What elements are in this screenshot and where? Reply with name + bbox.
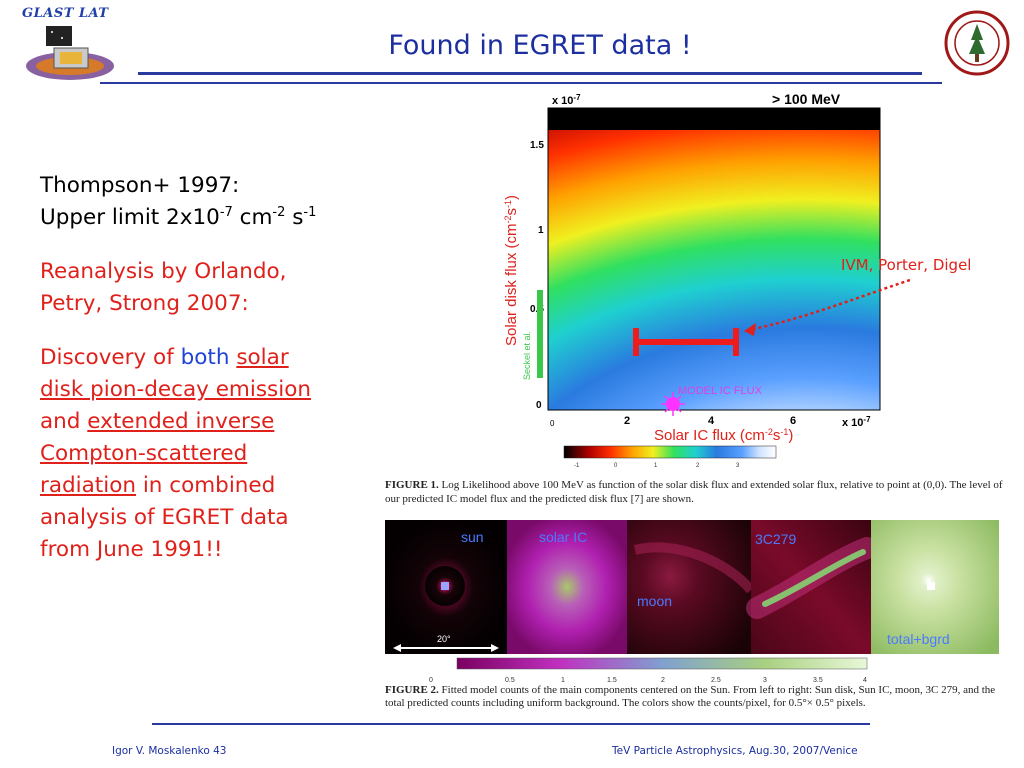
glast-satellite-icon (26, 26, 114, 80)
ivm-arrowhead (744, 323, 756, 336)
reanalysis-line-1: Reanalysis by Orlando, (40, 259, 287, 284)
figure-2-caption: FIGURE 2. Fitted model counts of the mai… (385, 684, 996, 709)
x-tick-label: 4 (708, 415, 715, 427)
colorbar-2-tick: 0.5 (505, 677, 515, 684)
ivm-range-bar (633, 328, 739, 356)
colorbar-tick: 0 (614, 463, 618, 469)
header-rule-2 (100, 82, 942, 84)
model-ic-sun-icon (661, 392, 685, 416)
discovery-line-2: disk pion-decay emission (40, 377, 311, 402)
colorbar-2-tick: 4 (863, 677, 867, 684)
colorbar-2-tick: 2 (661, 677, 665, 684)
colorbar-2-tick: 1.5 (607, 677, 617, 684)
footer-rule (152, 723, 870, 725)
logo-text: GLAST LAT (22, 6, 109, 21)
figure-1: x 10-7 > 100 MeV 1.5 1 0.5 0 2 4 6 0 x 1… (490, 90, 911, 470)
y-axis-label: Solar disk flux (cm-2s-1) (503, 195, 520, 346)
likelihood-map: x 10-7 > 100 MeV 1.5 1 0.5 0 2 4 6 0 x 1… (503, 91, 911, 469)
x-tick-label: 6 (790, 415, 796, 427)
colorbar-2-ticks: 0 0.5 1 1.5 2 2.5 3 3.5 4 (429, 677, 867, 684)
colorbar-2-tick: 0 (429, 677, 433, 684)
discovery-line-6: analysis of EGRET data (40, 505, 289, 530)
ivm-label: IVM, Porter, Digel (841, 256, 972, 274)
colorbar-2 (456, 657, 868, 670)
ivm-arrow (747, 278, 911, 332)
panel-moon: moon (627, 520, 755, 654)
panel-label-solar-ic: solar IC (539, 529, 587, 545)
figure-2: sun 20° solar IC moon 3C279 total (385, 520, 999, 686)
panel-label-sun: sun (461, 529, 484, 545)
y-tick-label: 1.5 (530, 140, 544, 151)
glast-lat-logo: GLAST LAT (18, 4, 128, 90)
panel-label-total: total+bgrd (887, 631, 950, 647)
x-tick-label: 0 (550, 419, 555, 428)
discovery-line-4: Compton-scattered (40, 441, 248, 466)
colorbar-ticks: -1 0 1 2 3 (574, 463, 740, 469)
upper-limit-line: Upper limit 2x10-7 cm-2 s-1 (40, 205, 317, 230)
model-ic-label: MODEL IC FLUX (678, 385, 763, 397)
stanford-seal (944, 10, 1010, 76)
colorbar-tick: 2 (696, 463, 700, 469)
colorbar-2-tick: 3.5 (813, 677, 823, 684)
colorbar (563, 445, 777, 459)
colorbar-tick: -1 (574, 463, 580, 469)
y-tick-label: 1 (538, 225, 544, 236)
panel-label-moon: moon (637, 593, 672, 609)
panel-label-3c279: 3C279 (755, 531, 796, 547)
discovery-line-7: from June 1991!! (40, 537, 223, 562)
model-count-panels: sun 20° solar IC moon 3C279 total (385, 520, 999, 684)
page-title: Found in EGRET data ! (388, 30, 692, 61)
discovery-line-3: and extended inverse (40, 409, 275, 434)
reanalysis-line-2: Petry, Strong 2007: (40, 291, 249, 316)
footer-author: Igor V. Moskalenko 43 (112, 745, 227, 757)
footer-conference: TeV Particle Astrophysics, Aug.30, 2007/… (612, 745, 858, 757)
seckel-label: Seckel et al. (522, 331, 532, 380)
panel-sun: sun 20° (385, 520, 507, 654)
x-tick-label: 2 (624, 415, 630, 427)
panel-solar-ic: solar IC (507, 520, 627, 654)
colorbar-2-tick: 1 (561, 677, 565, 684)
x-ticks: 2 4 6 0 (550, 415, 796, 428)
x-multiplier-label: x 10-7 (842, 415, 871, 429)
y-tick-label: 0 (536, 400, 542, 411)
panel-total: total+bgrd (871, 520, 999, 654)
colorbar-2-tick: 2.5 (711, 677, 721, 684)
panel-3c279: 3C279 (746, 520, 878, 654)
figure-1-caption: FIGURE 1. Log Likelihood above 100 MeV a… (385, 479, 1003, 505)
colorbar-tick: 3 (736, 463, 740, 469)
scale-label: 20° (437, 634, 451, 644)
colorbar-2-tick: 3 (763, 677, 767, 684)
seckel-bar (537, 290, 543, 378)
x-axis-label: Solar IC flux (cm-2s-1) (654, 427, 793, 444)
energy-label: > 100 MeV (772, 91, 841, 107)
thompson-line: Thompson+ 1997: (40, 173, 240, 198)
discovery-line-5: radiation in combined (40, 473, 276, 498)
left-text-block: Thompson+ 1997: Upper limit 2x10-7 cm-2 … (40, 170, 380, 566)
header-rule (138, 72, 922, 75)
stanford-seal-icon (944, 10, 1010, 76)
plot-area (547, 107, 881, 411)
y-multiplier-label: x 10-7 (552, 93, 581, 107)
discovery-line-1: Discovery of both solar (40, 345, 289, 370)
colorbar-tick: 1 (654, 463, 658, 469)
